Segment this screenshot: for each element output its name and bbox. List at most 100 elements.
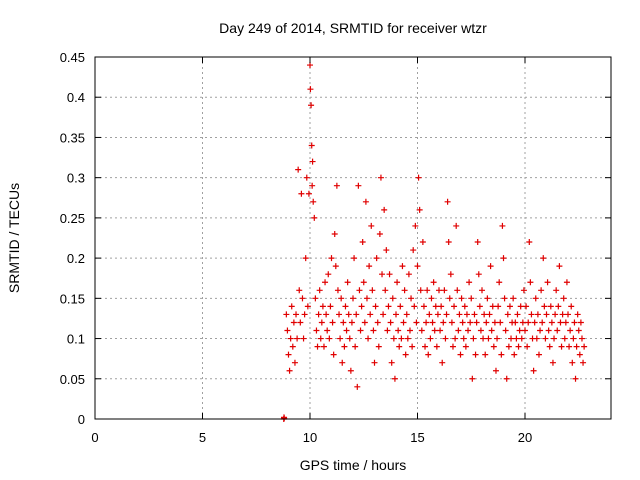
x-tick-label: 5 [199,430,206,445]
data-point [573,343,580,350]
data-point [445,239,452,246]
data-point [549,359,556,366]
data-point [356,287,363,294]
data-point [508,335,515,342]
data-point [313,327,320,334]
data-point [307,62,313,69]
data-point [281,415,288,422]
data-point [449,343,456,350]
data-point [491,319,498,326]
y-tick-label: 0 [78,412,85,427]
data-point [312,295,319,302]
data-point [575,327,582,334]
data-point [537,327,544,334]
data-point [515,343,522,350]
data-point [494,335,501,342]
data-point [334,287,341,294]
data-point [360,279,367,286]
data-point [505,343,512,350]
data-point [331,230,338,237]
data-point [534,311,541,318]
data-point [563,279,570,286]
data-point [303,174,310,181]
data-point [546,343,553,350]
data-point [308,102,315,109]
data-point [431,327,438,334]
data-point [558,343,565,350]
data-point [581,343,588,350]
data-point [287,335,294,342]
data-point [446,295,453,302]
data-point [390,335,397,342]
data-point [469,375,476,382]
data-point [361,319,368,326]
data-point [539,319,546,326]
data-point [323,311,330,318]
data-point [347,367,354,374]
data-point [359,239,366,246]
data-point [333,182,340,189]
data-point [540,255,547,262]
data-point [320,343,327,350]
data-point [548,319,555,326]
data-point [481,311,488,318]
data-point [319,303,326,310]
data-point [290,319,297,326]
data-point [501,295,508,302]
data-point [425,351,432,358]
data-point [499,222,506,229]
data-point [439,359,446,366]
data-point [479,287,485,294]
data-point [577,319,584,326]
data-point [572,375,579,382]
data-point [309,158,316,165]
data-point [443,311,450,318]
data-point [417,287,424,294]
data-point [467,319,474,326]
data-point [511,351,518,358]
data-point [350,295,356,302]
data-point [489,303,496,310]
data-point [551,335,558,342]
data-point [528,311,535,318]
data-point [475,271,482,278]
data-point [503,375,510,382]
data-point [568,303,575,310]
data-point [380,311,387,318]
data-point [358,303,365,310]
data-point [329,319,336,326]
data-point [468,295,475,302]
data-point [547,303,554,310]
data-point [422,343,429,350]
data-point [538,287,545,294]
data-point [471,311,478,318]
data-point [337,335,344,342]
data-point [531,319,538,326]
data-point [461,303,468,310]
data-point [297,319,304,326]
data-point [316,287,323,294]
data-point [567,327,574,334]
data-point [402,351,409,358]
data-point [424,287,431,294]
data-point [310,198,317,205]
x-tick-label: 10 [303,430,317,445]
data-point [453,222,460,229]
data-point [339,359,346,366]
data-point [291,359,298,366]
data-point [430,279,437,286]
data-point [482,351,489,358]
data-point [474,239,481,246]
data-point [357,327,364,334]
data-point [311,214,318,221]
data-point [314,343,321,350]
data-point [427,335,434,342]
data-point [559,311,566,318]
data-point [348,319,355,326]
data-point [304,303,311,310]
data-point [472,351,479,358]
data-point [535,351,542,358]
data-point [438,303,445,310]
data-point [371,359,378,366]
